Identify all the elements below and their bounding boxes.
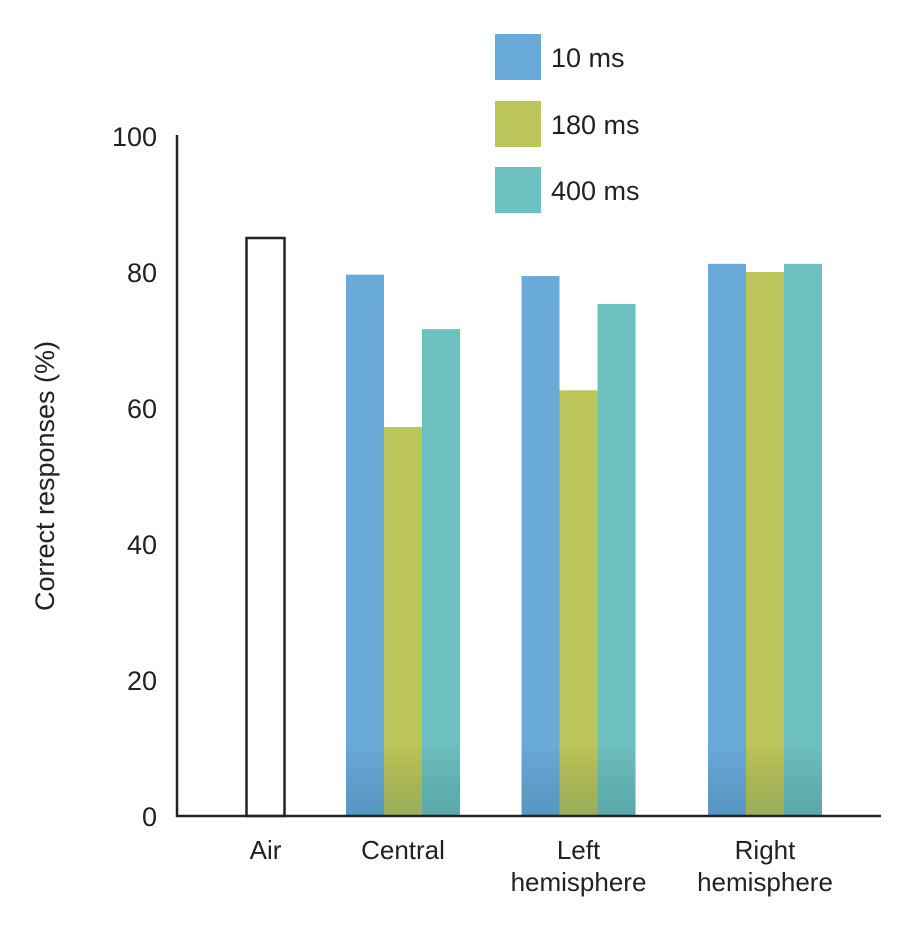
bar-shade [384,744,422,816]
bar-shade [559,744,598,816]
legend-swatch [495,101,541,147]
x-tick-label: Central [361,835,445,865]
bar-shade [521,744,560,816]
legend-label: 10 ms [551,43,625,73]
bar-shade [708,744,746,816]
x-tick-label: hemisphere [697,867,833,897]
bar-10-ms-cat-3 [708,263,746,817]
bar-air [245,236,286,818]
legend: 10 ms 180 ms 400 ms [495,34,640,213]
y-axis-label: Correct responses (%) [30,341,60,611]
bar-shade [346,744,384,816]
bar-10-ms-cat-2 [521,276,560,817]
x-tick-label: hemisphere [511,867,647,897]
bar-shade [597,744,636,816]
bar-400-ms-cat-1 [422,329,460,816]
legend-swatch [495,167,541,213]
y-tick-label: 60 [127,394,157,424]
bar-shade [422,744,460,816]
bar-400-ms-cat-3 [784,263,822,817]
y-tick-label: 100 [112,122,157,152]
legend-swatch [495,34,541,80]
bar-400-ms-cat-2 [597,303,636,817]
bar-shade [746,744,784,816]
y-tick-label: 80 [127,258,157,288]
legend-label: 400 ms [551,176,640,206]
legend-label: 180 ms [551,110,640,140]
x-tick-label: Air [250,835,282,865]
bar-10-ms-cat-1 [346,274,384,817]
x-tick-label: Left [557,835,601,865]
x-tick-label: Right [735,835,796,865]
y-tick-label: 40 [127,530,157,560]
bar-180-ms-cat-3 [746,272,784,816]
bar-shade [784,744,822,816]
y-tick-label: 0 [142,802,157,832]
y-tick-label: 20 [127,666,157,696]
